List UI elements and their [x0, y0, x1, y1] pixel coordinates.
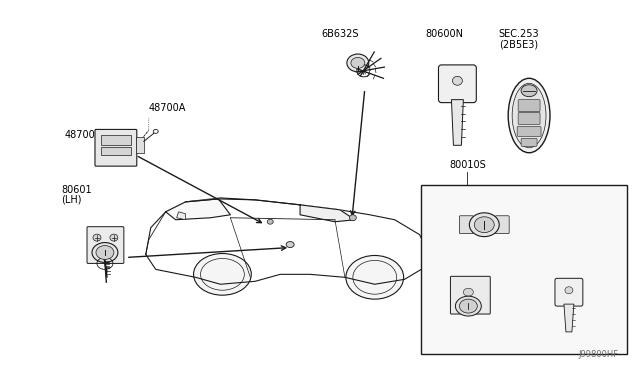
Text: SEC.253: SEC.253 — [499, 29, 540, 39]
Bar — [136, 137, 144, 153]
Polygon shape — [451, 100, 463, 145]
Ellipse shape — [347, 54, 369, 72]
Ellipse shape — [351, 57, 365, 68]
Bar — [101, 135, 131, 145]
Ellipse shape — [521, 85, 537, 97]
Text: 80010S: 80010S — [449, 160, 486, 170]
Polygon shape — [300, 205, 355, 222]
Text: (LH): (LH) — [61, 195, 82, 205]
Text: 48700: 48700 — [64, 130, 95, 140]
Ellipse shape — [96, 246, 114, 259]
FancyBboxPatch shape — [87, 227, 124, 263]
FancyBboxPatch shape — [521, 138, 537, 146]
Ellipse shape — [92, 243, 118, 262]
Ellipse shape — [346, 256, 404, 299]
FancyBboxPatch shape — [518, 113, 540, 125]
FancyBboxPatch shape — [518, 100, 540, 112]
FancyBboxPatch shape — [95, 129, 137, 166]
Ellipse shape — [193, 253, 252, 295]
Bar — [101, 147, 131, 155]
FancyBboxPatch shape — [555, 278, 583, 306]
Ellipse shape — [474, 217, 494, 232]
Polygon shape — [564, 304, 574, 332]
FancyBboxPatch shape — [495, 216, 509, 234]
Ellipse shape — [508, 78, 550, 153]
Ellipse shape — [456, 296, 481, 316]
Ellipse shape — [268, 219, 273, 224]
Ellipse shape — [469, 213, 499, 237]
Ellipse shape — [110, 234, 118, 241]
Polygon shape — [177, 212, 186, 220]
Ellipse shape — [286, 241, 294, 247]
Ellipse shape — [452, 76, 462, 85]
Polygon shape — [166, 199, 230, 220]
FancyBboxPatch shape — [460, 216, 474, 234]
Ellipse shape — [93, 234, 101, 241]
Text: 80601: 80601 — [61, 185, 92, 195]
Ellipse shape — [460, 299, 477, 313]
FancyBboxPatch shape — [438, 65, 476, 103]
Ellipse shape — [349, 215, 356, 221]
Bar — [420, 185, 627, 354]
Text: (2B5E3): (2B5E3) — [500, 39, 539, 49]
Text: 6B632S: 6B632S — [321, 29, 358, 39]
FancyBboxPatch shape — [517, 126, 541, 137]
Ellipse shape — [463, 288, 474, 296]
Text: 80600N: 80600N — [426, 29, 463, 39]
Text: 48700A: 48700A — [148, 103, 186, 113]
Ellipse shape — [512, 83, 546, 148]
Text: J99800HF: J99800HF — [579, 350, 619, 359]
Ellipse shape — [565, 287, 573, 294]
FancyBboxPatch shape — [451, 276, 490, 314]
